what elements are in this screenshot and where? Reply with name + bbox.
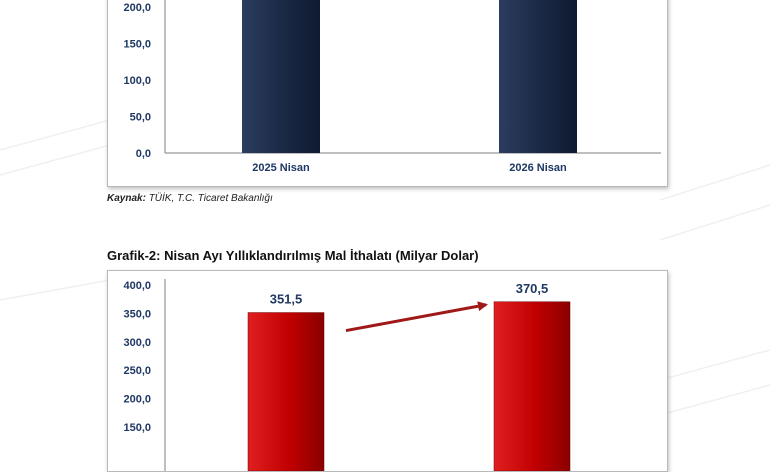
y-tick-label: 200,0 [123, 2, 151, 14]
y-tick-label: 250,0 [123, 365, 151, 377]
y-tick-label: 150,0 [123, 422, 151, 434]
y-tick-label: 400,0 [123, 280, 151, 292]
data-label: 370,5 [516, 281, 549, 296]
source-prefix: Kaynak: [107, 193, 146, 204]
bar [247, 312, 325, 471]
x-tick-label: 2025 Nisan [252, 162, 310, 174]
y-tick-label: 350,0 [123, 308, 151, 320]
y-tick-label: 0,0 [136, 148, 151, 160]
source-text: TÜİK, T.C. Ticaret Bakanlığı [148, 193, 273, 204]
x-tick-label: 2026 Nisan [509, 162, 567, 174]
data-label: 351,5 [270, 292, 303, 307]
bar [493, 301, 571, 471]
y-tick-label: 150,0 [123, 39, 151, 51]
trend-arrow [345, 301, 488, 333]
y-tick-label: 200,0 [123, 394, 151, 406]
y-tick-label: 100,0 [123, 75, 151, 87]
chart-2-title: Grafik-2: Nisan Ayı Yıllıklandırılmış Ma… [107, 248, 479, 263]
chart-2: 150,0 200,0 250,0 300,0 350,0 400,0 351,5 370,5 [123, 279, 571, 471]
source-note: Kaynak: TÜİK, T.C. Ticaret Bakanlığı [107, 193, 273, 204]
y-tick-label: 300,0 [123, 337, 151, 349]
background-decoration [0, 119, 770, 416]
y-tick-label: 50,0 [130, 112, 151, 124]
chart-1-frame: 0,0 50,0 100,0 150,0 200,0 2025 Nisan 2026 Nis… [107, 0, 668, 187]
bar [499, 0, 577, 153]
chart-1: 0,0 50,0 100,0 150,0 200,0 2025 Nisan 2026 Nis… [123, 0, 661, 174]
chart-2-frame: 150,0 200,0 250,0 300,0 350,0 400,0 351,5 370,5 [107, 270, 668, 472]
bar [242, 0, 320, 153]
